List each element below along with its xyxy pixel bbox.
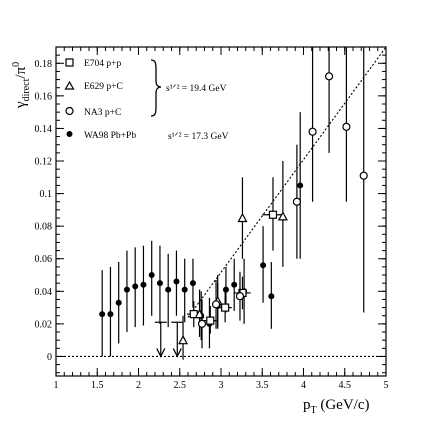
x-axis-title-main: p — [303, 397, 311, 413]
data-point — [292, 197, 301, 206]
y-axis-title-main: γ — [13, 101, 29, 109]
y-axis-title-sup: 0 — [11, 62, 22, 67]
data-point — [173, 278, 180, 285]
legend-marker-wa98 — [66, 131, 73, 137]
plot-frame — [55, 46, 387, 377]
y-axis-title: γdirect/π0 — [11, 62, 32, 109]
data-point — [260, 262, 267, 269]
x-tick-label: 1 — [54, 380, 59, 391]
y-tick-label: 0.04 — [35, 287, 53, 298]
legend-energy-pp-pc: s¹ᐟ² = 19.4 GeV — [166, 83, 227, 94]
series-na3-p-c — [197, 47, 368, 349]
data-point — [342, 122, 351, 131]
y-tick-label: 0.02 — [35, 319, 53, 330]
data-point — [140, 281, 147, 288]
upper-limit-arrow — [156, 348, 166, 358]
data-point — [324, 72, 334, 81]
y-tick-label: 0.18 — [35, 59, 53, 70]
data-series — [99, 47, 368, 360]
data-point — [107, 311, 114, 318]
legend-label-e704: E704 p+p — [84, 59, 122, 69]
data-point — [189, 280, 196, 287]
x-tick-label: 4 — [301, 380, 306, 391]
data-point — [115, 299, 122, 306]
y-axis-title-sub: direct — [21, 78, 32, 101]
x-tick-label: 4.5 — [339, 380, 352, 391]
y-axis-title-mid: /π — [13, 66, 29, 78]
data-point — [235, 292, 245, 301]
legend-marker-na3 — [65, 106, 74, 116]
legend-brace — [150, 59, 162, 117]
axis-ticks — [55, 47, 387, 376]
data-point — [268, 210, 278, 219]
x-axis-title-rest: (GeV/c) — [317, 397, 370, 413]
data-point — [123, 286, 130, 293]
data-point — [148, 272, 155, 279]
data-point — [181, 286, 188, 293]
legend-energy-pbpb: s¹ᐟ² = 17.3 GeV — [168, 131, 229, 142]
legend: E704 p+p E629 p+C NA3 p+C WA98 Pb+Pb s¹ᐟ… — [64, 58, 229, 142]
legend-label-e629: E629 p+C — [84, 82, 123, 92]
data-point — [237, 212, 248, 223]
data-point — [206, 316, 215, 325]
y-tick-label: 0.12 — [35, 157, 53, 168]
y-tick-label: 0.14 — [35, 124, 53, 135]
x-tick-label: 3.5 — [256, 380, 269, 391]
data-point — [268, 293, 275, 300]
data-point — [197, 319, 207, 328]
y-tick-label: 0.16 — [35, 91, 53, 102]
data-point — [211, 300, 221, 309]
legend-label-na3: NA3 p+C — [84, 108, 121, 118]
x-tick-label: 2.5 — [174, 380, 187, 391]
x-axis-title-sub: T — [311, 405, 317, 416]
x-tick-label: 2 — [136, 380, 141, 391]
data-point — [231, 281, 238, 288]
data-point — [277, 211, 288, 221]
data-point — [221, 303, 230, 312]
data-point — [165, 286, 172, 293]
series-e629-p-c — [178, 161, 288, 360]
data-point — [308, 127, 317, 136]
legend-marker-e629 — [64, 80, 75, 90]
data-point — [156, 280, 163, 287]
x-axis-title: pT (GeV/c) — [303, 397, 370, 416]
x-tick-labels: 1 1.5 2 2.5 3 3.5 4 4.5 5 — [54, 380, 389, 391]
data-point — [132, 283, 139, 290]
y-tick-label: 0.1 — [40, 189, 53, 200]
x-tick-label: 3 — [219, 380, 224, 391]
x-tick-label: 5 — [384, 380, 389, 391]
y-tick-label: 0.06 — [35, 254, 53, 265]
legend-marker-e704 — [65, 58, 74, 67]
y-tick-label: 0.08 — [35, 222, 53, 233]
data-point — [178, 334, 189, 345]
data-point — [359, 171, 368, 180]
data-point — [222, 286, 229, 293]
y-tick-labels: 0 0.02 0.04 0.06 0.08 0.1 0.12 0.14 0.16 0.18 — [35, 59, 53, 363]
y-tick-label: 0 — [47, 352, 52, 363]
data-point — [99, 311, 106, 318]
x-tick-label: 1.5 — [91, 380, 104, 391]
data-point — [297, 182, 304, 189]
legend-label-wa98: WA98 Pb+Pb — [84, 131, 136, 141]
upper-limit-arrow — [172, 348, 182, 358]
